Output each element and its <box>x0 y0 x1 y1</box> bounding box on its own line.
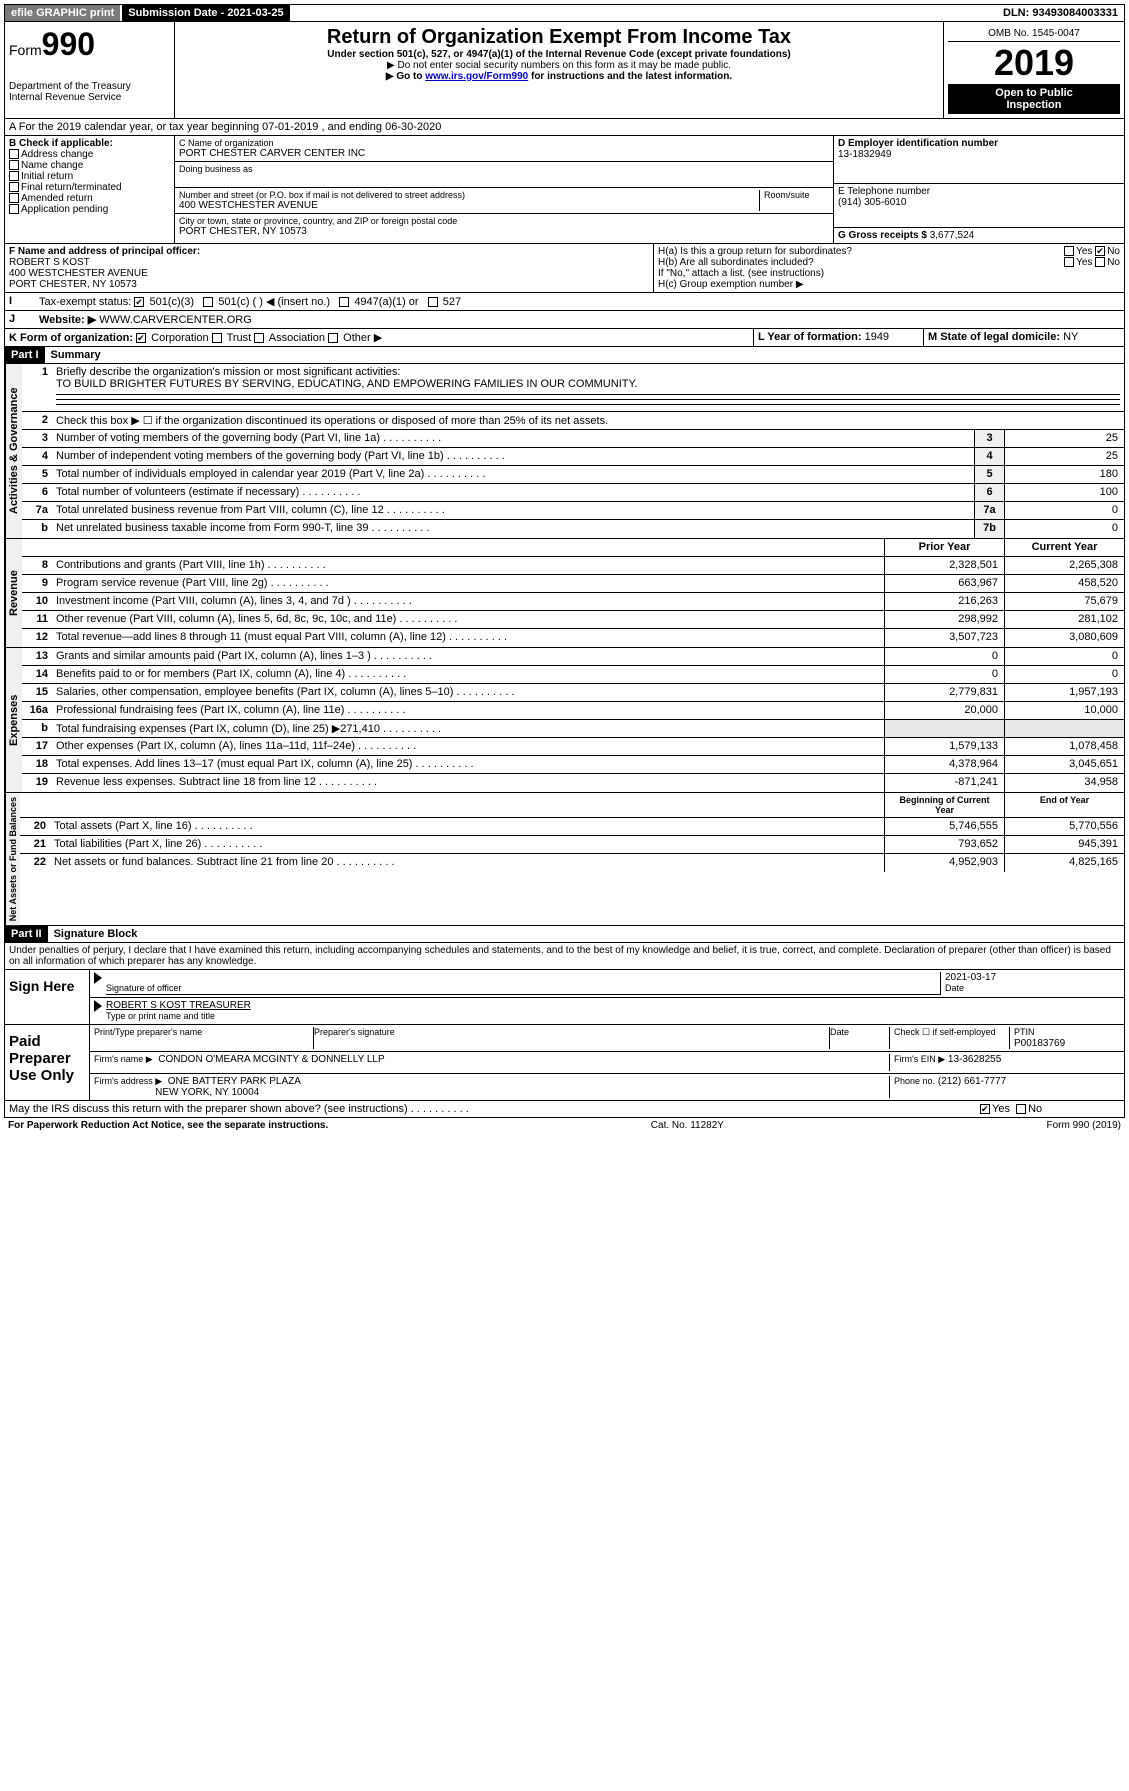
subtitle2: ▶ Do not enter social security numbers o… <box>179 60 939 71</box>
officer-name: ROBERT S KOST <box>9 257 649 268</box>
org-name: PORT CHESTER CARVER CENTER INC <box>179 148 829 159</box>
efile-btn[interactable]: efile GRAPHIC print <box>5 5 120 21</box>
gross-receipts: 3,677,524 <box>930 230 975 241</box>
g-label: G Gross receipts $ <box>838 230 927 241</box>
addr-label: Number and street (or P.O. box if mail i… <box>179 190 759 200</box>
year-formation: 1949 <box>865 331 889 343</box>
firm-name: CONDON O'MEARA MCGINTY & DONNELLY LLP <box>158 1054 384 1065</box>
part1-revenue: Revenue Prior Year Current Year 8Contrib… <box>4 539 1125 648</box>
org-address: 400 WESTCHESTER AVENUE <box>179 200 759 211</box>
f-label: F Name and address of principal officer: <box>9 246 649 257</box>
e-label: E Telephone number <box>838 186 1120 197</box>
j-label: Website: ▶ <box>39 314 96 326</box>
state-domicile: NY <box>1063 331 1078 343</box>
side-activities: Activities & Governance <box>5 364 22 538</box>
sign-here-label: Sign Here <box>5 970 90 1024</box>
hc-label: H(c) Group exemption number ▶ <box>658 279 1120 290</box>
b-opt[interactable]: Final return/terminated <box>21 182 122 193</box>
c-name-label: C Name of organization <box>179 138 829 148</box>
sign-here-block: Sign Here Signature of officer 2021-03-1… <box>4 970 1125 1025</box>
room-label: Room/suite <box>764 190 829 200</box>
part1-expenses: Expenses 13Grants and similar amounts pa… <box>4 648 1125 793</box>
hb-label: H(b) Are all subordinates included? <box>658 257 814 268</box>
irs-link[interactable]: www.irs.gov/Form990 <box>425 71 528 82</box>
b-opt[interactable]: Initial return <box>21 171 73 182</box>
form-label: Form <box>9 42 42 58</box>
d-label: D Employer identification number <box>838 138 1120 149</box>
omb: OMB No. 1545-0047 <box>948 26 1120 42</box>
ha-label: H(a) Is this a group return for subordin… <box>658 246 852 257</box>
perjury-text: Under penalties of perjury, I declare th… <box>4 943 1125 970</box>
hb-note: If "No," attach a list. (see instruction… <box>658 268 1120 279</box>
irs: Internal Revenue Service <box>9 92 170 103</box>
form-header: Form990 Department of the Treasury Inter… <box>4 22 1125 119</box>
subtitle3: ▶ Go to www.irs.gov/Form990 for instruct… <box>179 71 939 82</box>
subtitle1: Under section 501(c), 527, or 4947(a)(1)… <box>179 49 939 60</box>
officer-addr1: 400 WESTCHESTER AVENUE <box>9 268 649 279</box>
submission-btn[interactable]: Submission Date - 2021-03-25 <box>122 5 289 21</box>
b-opt[interactable]: Name change <box>21 160 83 171</box>
firm-addr: ONE BATTERY PARK PLAZA <box>168 1076 301 1087</box>
dln: DLN: 93493084003331 <box>997 5 1124 21</box>
section-bcdeg: B Check if applicable: Address change Na… <box>4 136 1125 244</box>
paid-preparer-block: Paid Preparer Use Only Print/Type prepar… <box>4 1025 1125 1101</box>
discuss-row: May the IRS discuss this return with the… <box>4 1101 1125 1118</box>
ein: 13-1832949 <box>838 149 1120 160</box>
page-footer: For Paperwork Reduction Act Notice, see … <box>4 1118 1125 1133</box>
b-opt[interactable]: Application pending <box>21 204 108 215</box>
b-opt[interactable]: Amended return <box>21 193 93 204</box>
part2-header: Part II Signature Block <box>4 926 1125 943</box>
part1-governance: Activities & Governance 1 Briefly descri… <box>4 364 1125 539</box>
b-label: B Check if applicable: <box>9 138 170 149</box>
phone: (914) 305-6010 <box>838 197 1120 208</box>
row-j: J Website: ▶ WWW.CARVERCENTER.ORG <box>4 311 1125 329</box>
l-label: L Year of formation: <box>758 331 862 343</box>
i-label: Tax-exempt status: <box>39 296 131 308</box>
side-expenses: Expenses <box>5 648 22 792</box>
dept: Department of the Treasury <box>9 81 170 92</box>
top-bar: efile GRAPHIC print Submission Date - 20… <box>4 4 1125 22</box>
dba-label: Doing business as <box>179 164 829 174</box>
form-title: Return of Organization Exempt From Incom… <box>179 26 939 49</box>
side-netassets: Net Assets or Fund Balances <box>5 793 20 925</box>
paid-preparer-label: Paid Preparer Use Only <box>5 1025 90 1100</box>
arrow-icon <box>94 1000 102 1012</box>
b-opt[interactable]: Address change <box>21 149 93 160</box>
arrow-icon <box>94 972 102 984</box>
part1-header: Part I Summary <box>4 347 1125 364</box>
row-klm: K Form of organization: Corporation Trus… <box>4 329 1125 347</box>
ptin: P00183769 <box>1014 1038 1065 1049</box>
officer-addr2: PORT CHESTER, NY 10573 <box>9 279 649 290</box>
part1-netassets: Net Assets or Fund Balances Beginning of… <box>4 793 1125 926</box>
tax-year: 2019 <box>948 42 1120 84</box>
open-to-public: Open to PublicInspection <box>948 84 1120 114</box>
sig-date: 2021-03-17 <box>945 972 996 983</box>
side-revenue: Revenue <box>5 539 22 647</box>
form-number: 990 <box>42 26 95 62</box>
row-a-tax-year: A For the 2019 calendar year, or tax yea… <box>4 119 1125 136</box>
org-city: PORT CHESTER, NY 10573 <box>179 226 829 237</box>
firm-ein: 13-3628255 <box>948 1054 1001 1065</box>
city-label: City or town, state or province, country… <box>179 216 829 226</box>
m-label: M State of legal domicile: <box>928 331 1060 343</box>
section-fh: F Name and address of principal officer:… <box>4 244 1125 293</box>
row-i: I Tax-exempt status: 501(c)(3) 501(c) ( … <box>4 293 1125 311</box>
mission: TO BUILD BRIGHTER FUTURES BY SERVING, ED… <box>56 378 637 390</box>
officer-name-title: ROBERT S KOST TREASURER <box>106 1000 251 1011</box>
firm-phone: (212) 661-7777 <box>938 1076 1006 1087</box>
k-label: K Form of organization: <box>9 332 133 344</box>
website: WWW.CARVERCENTER.ORG <box>99 314 252 326</box>
